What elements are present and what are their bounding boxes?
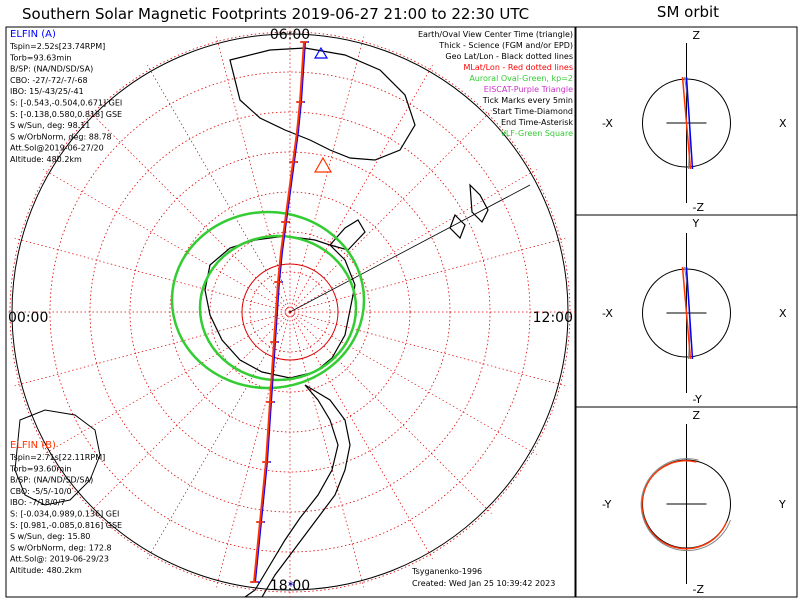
elfin-a-info: ELFIN (A) Tspin=2.52s[23.74RPM] Torb=93.63… [9, 29, 122, 164]
created-label: Created: Wed Jan 25 10:39:42 2023 [412, 579, 555, 588]
mlt-spoke [289, 110, 492, 313]
auroral-oval [170, 210, 366, 390]
mlt-spoke [289, 311, 365, 588]
mlt-spoke [289, 311, 566, 387]
spacecraft-param: S: [-0.138,0.580,0.818] GSE [10, 110, 122, 119]
legend-entry: End Time-Asterisk [501, 118, 573, 127]
spacecraft-param: IBO: -7/18/0/7 [10, 498, 66, 507]
model-label: Tsyganenko-1996 [411, 567, 482, 576]
mlt-spoke [289, 311, 492, 514]
mlt-spoke [88, 110, 291, 313]
spacecraft-param: IBO: 15/-43/25/-41 [10, 87, 84, 96]
legend-entry: VLF-Green Square [500, 129, 573, 138]
legend: Earth/Oval View Center Time (triangle) Th… [418, 30, 573, 138]
orbit-axis-bottom: -Y [693, 393, 703, 406]
satellite-tracks: * [250, 41, 333, 593]
spacecraft-name: ELFIN (B) [10, 440, 56, 451]
spacecraft-param: B/SP: (NA/ND/SD/SA) [10, 65, 93, 74]
mlt-spoke [289, 311, 433, 559]
auroral-oval-outer [170, 210, 366, 390]
africa-outline [14, 409, 101, 506]
orbit-axis-right: Y [778, 498, 786, 511]
spacecraft-param: CBO: -5/5/-10/0 [10, 487, 72, 496]
legend-entry: Start Time-Diamond [492, 107, 573, 116]
mlt-spoke [215, 311, 291, 588]
lt-label-right: 12:00 [533, 310, 573, 326]
orbit-axis-bottom: -Z [693, 583, 705, 596]
mlt-spoke [43, 311, 291, 455]
new-zealand-outline [449, 183, 489, 240]
spacecraft-name: ELFIN (A) [10, 29, 56, 40]
elfin-a-orbit [685, 76, 694, 170]
legend-entry: Tick Marks every 5min [482, 96, 573, 105]
elfin-b-orbit [681, 266, 692, 360]
orbit-path [640, 458, 731, 552]
mlt-spoke [43, 169, 291, 313]
elfin-a-orbit [685, 266, 694, 360]
south-america-outline [243, 384, 351, 597]
spacecraft-param: CBO: -27/-72/-7/-68 [10, 76, 88, 85]
orbit-axis-bottom: -Z [693, 201, 705, 214]
elfin-b-orbit [681, 76, 692, 170]
spacecraft-param: Altitude: 480.2km [10, 155, 82, 164]
legend-entry: Thick - Science (FGM and/or EPD) [438, 41, 573, 50]
view-center-triangle [313, 46, 329, 59]
spacecraft-param: Att.Sol@: 2019-06-29/23 [10, 555, 109, 564]
spacecraft-param: S: [-0.543,-0.504,0.671] GEI [10, 99, 122, 108]
mlt-spoke [289, 237, 566, 313]
legend-entry: Earth/Oval View Center Time (triangle) [418, 30, 573, 39]
legend-entry: Auroral Oval-Green, kp=2 [469, 74, 573, 83]
legend-entry: EISCAT-Purple Triangle [484, 85, 573, 94]
australia-outline [229, 47, 416, 161]
mlt-spoke [14, 237, 291, 313]
mlt-spoke [289, 169, 537, 313]
spacecraft-param: Torb=93.63min [9, 53, 71, 62]
orbit-axis-top: Z [693, 29, 701, 42]
sun-direction-line [289, 184, 531, 313]
orbit-axis-left: -X [602, 307, 613, 320]
spacecraft-param: Tspin=2.52s[23.74RPM] [9, 42, 105, 51]
spacecraft-param: S w/Sun, deg: 98.11 [10, 121, 90, 130]
orbit-title: SM orbit [657, 3, 719, 21]
end-asterisk: * [288, 579, 294, 593]
boundary-circle [11, 33, 569, 591]
chart-title: Southern Solar Magnetic Footprints 2019-… [22, 5, 529, 23]
lt-label-left: 00:00 [8, 310, 48, 326]
spacecraft-param: S: [0.981,-0.085,0.816] GSE [10, 521, 122, 530]
polar-plot: * [6, 27, 575, 597]
spacecraft-param: S w/Sun, deg: 15.80 [10, 532, 90, 541]
lt-label-bottom: 18:00 [270, 578, 310, 594]
orbit-axis-left: -Y [602, 498, 612, 511]
spacecraft-param: S w/OrbNorm, deg: 88.78 [10, 132, 112, 141]
legend-entry: Geo Lat/Lon - Black dotted lines [445, 52, 573, 61]
auroral-oval-inner [198, 234, 358, 382]
orbit-axis-top: Y [692, 217, 700, 230]
orbit-axis-right: X [779, 307, 787, 320]
orbit-panels: Z -Z -X X Y -Y -X X Z -Z -Y Y [575, 26, 798, 598]
orbit-axis-left: -X [602, 117, 613, 130]
spacecraft-param: S: [-0.034,0.989,0.136] GEI [10, 510, 119, 519]
legend-entry: MLat/Lon - Red dotted lines [464, 63, 573, 72]
mlt-spoke [147, 65, 291, 313]
mlt-spoke [289, 311, 537, 455]
mlt-spoke [88, 311, 291, 514]
elfin-b-track [253, 41, 305, 583]
elfin-b-orbit [641, 459, 728, 550]
spacecraft-param: S w/OrbNorm, deg: 172.8 [10, 543, 112, 552]
spacecraft-param: B/SP: (NA/ND/SD/SA) [10, 476, 93, 485]
elfin-b-view-triangle [313, 156, 333, 173]
orbit-axis-right: X [779, 117, 787, 130]
orbit-panel-frame [575, 406, 798, 598]
elfin-b-info: ELFIN (B) Tspin=2.71s[22.11RPM] Torb=93.60… [9, 440, 122, 575]
spacecraft-param: Att.Sol@2019-06-27/20 [10, 144, 104, 153]
spacecraft-param: Torb=93.60min [9, 464, 71, 473]
orbit-axis-top: Z [693, 409, 701, 422]
spacecraft-param: Tspin=2.71s[22.11RPM] [9, 453, 105, 462]
lt-label-top: 06:00 [270, 27, 310, 43]
spacecraft-param: Altitude: 480.2km [10, 566, 82, 575]
